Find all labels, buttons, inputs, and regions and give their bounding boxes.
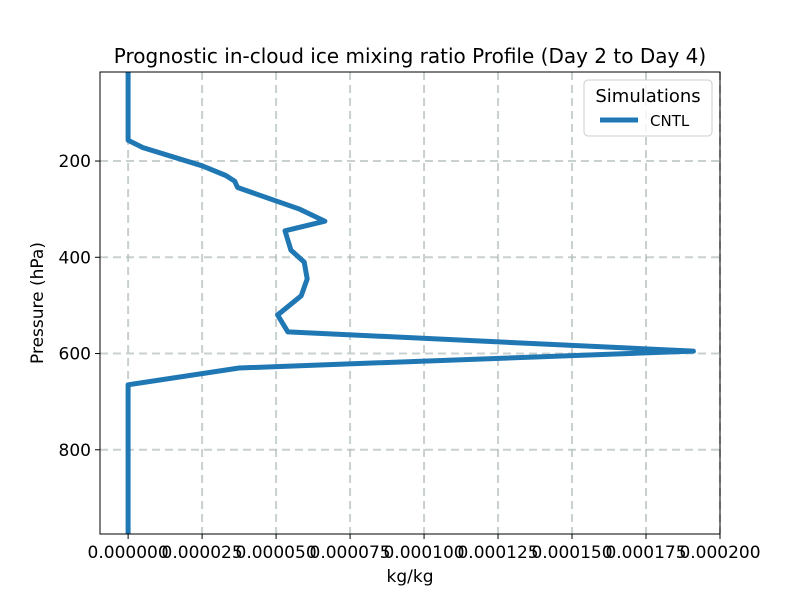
legend-title: Simulations [595,86,700,107]
x-tick-label: 0.000075 [310,543,391,563]
x-tick-label: 0.000050 [236,543,317,563]
y-tick-label: 600 [59,345,91,365]
series-line-cntl [125,72,696,534]
y-tick-label: 400 [59,248,91,268]
plot-frame [99,71,721,535]
y-tick-label: 800 [59,441,91,461]
legend-label-cntl: CNTL [650,112,690,130]
legend: Simulations CNTL [583,79,713,137]
x-tick-label: 0.000200 [679,543,760,563]
x-tick-label: 0.000150 [531,543,612,563]
series-layer [125,72,696,534]
x-tick-label: 0.000025 [162,543,243,563]
x-tick-label: 0.000175 [605,543,686,563]
x-tick-label: 0.000125 [457,543,538,563]
y-ticks: 200 400 600 800 [59,152,100,461]
x-tick-label: 0.000000 [88,543,169,563]
x-ticks: 0.0000000.0000250.0000500.0000750.000100… [88,534,761,563]
chart-title: Prognostic in-cloud ice mixing ratio Pro… [114,44,706,68]
y-tick-label: 200 [59,152,91,172]
y-axis-label: Pressure (hPa) [28,242,48,364]
x-axis-label: kg/kg [387,567,434,587]
grid [100,72,721,534]
x-tick-label: 0.000100 [383,543,464,563]
